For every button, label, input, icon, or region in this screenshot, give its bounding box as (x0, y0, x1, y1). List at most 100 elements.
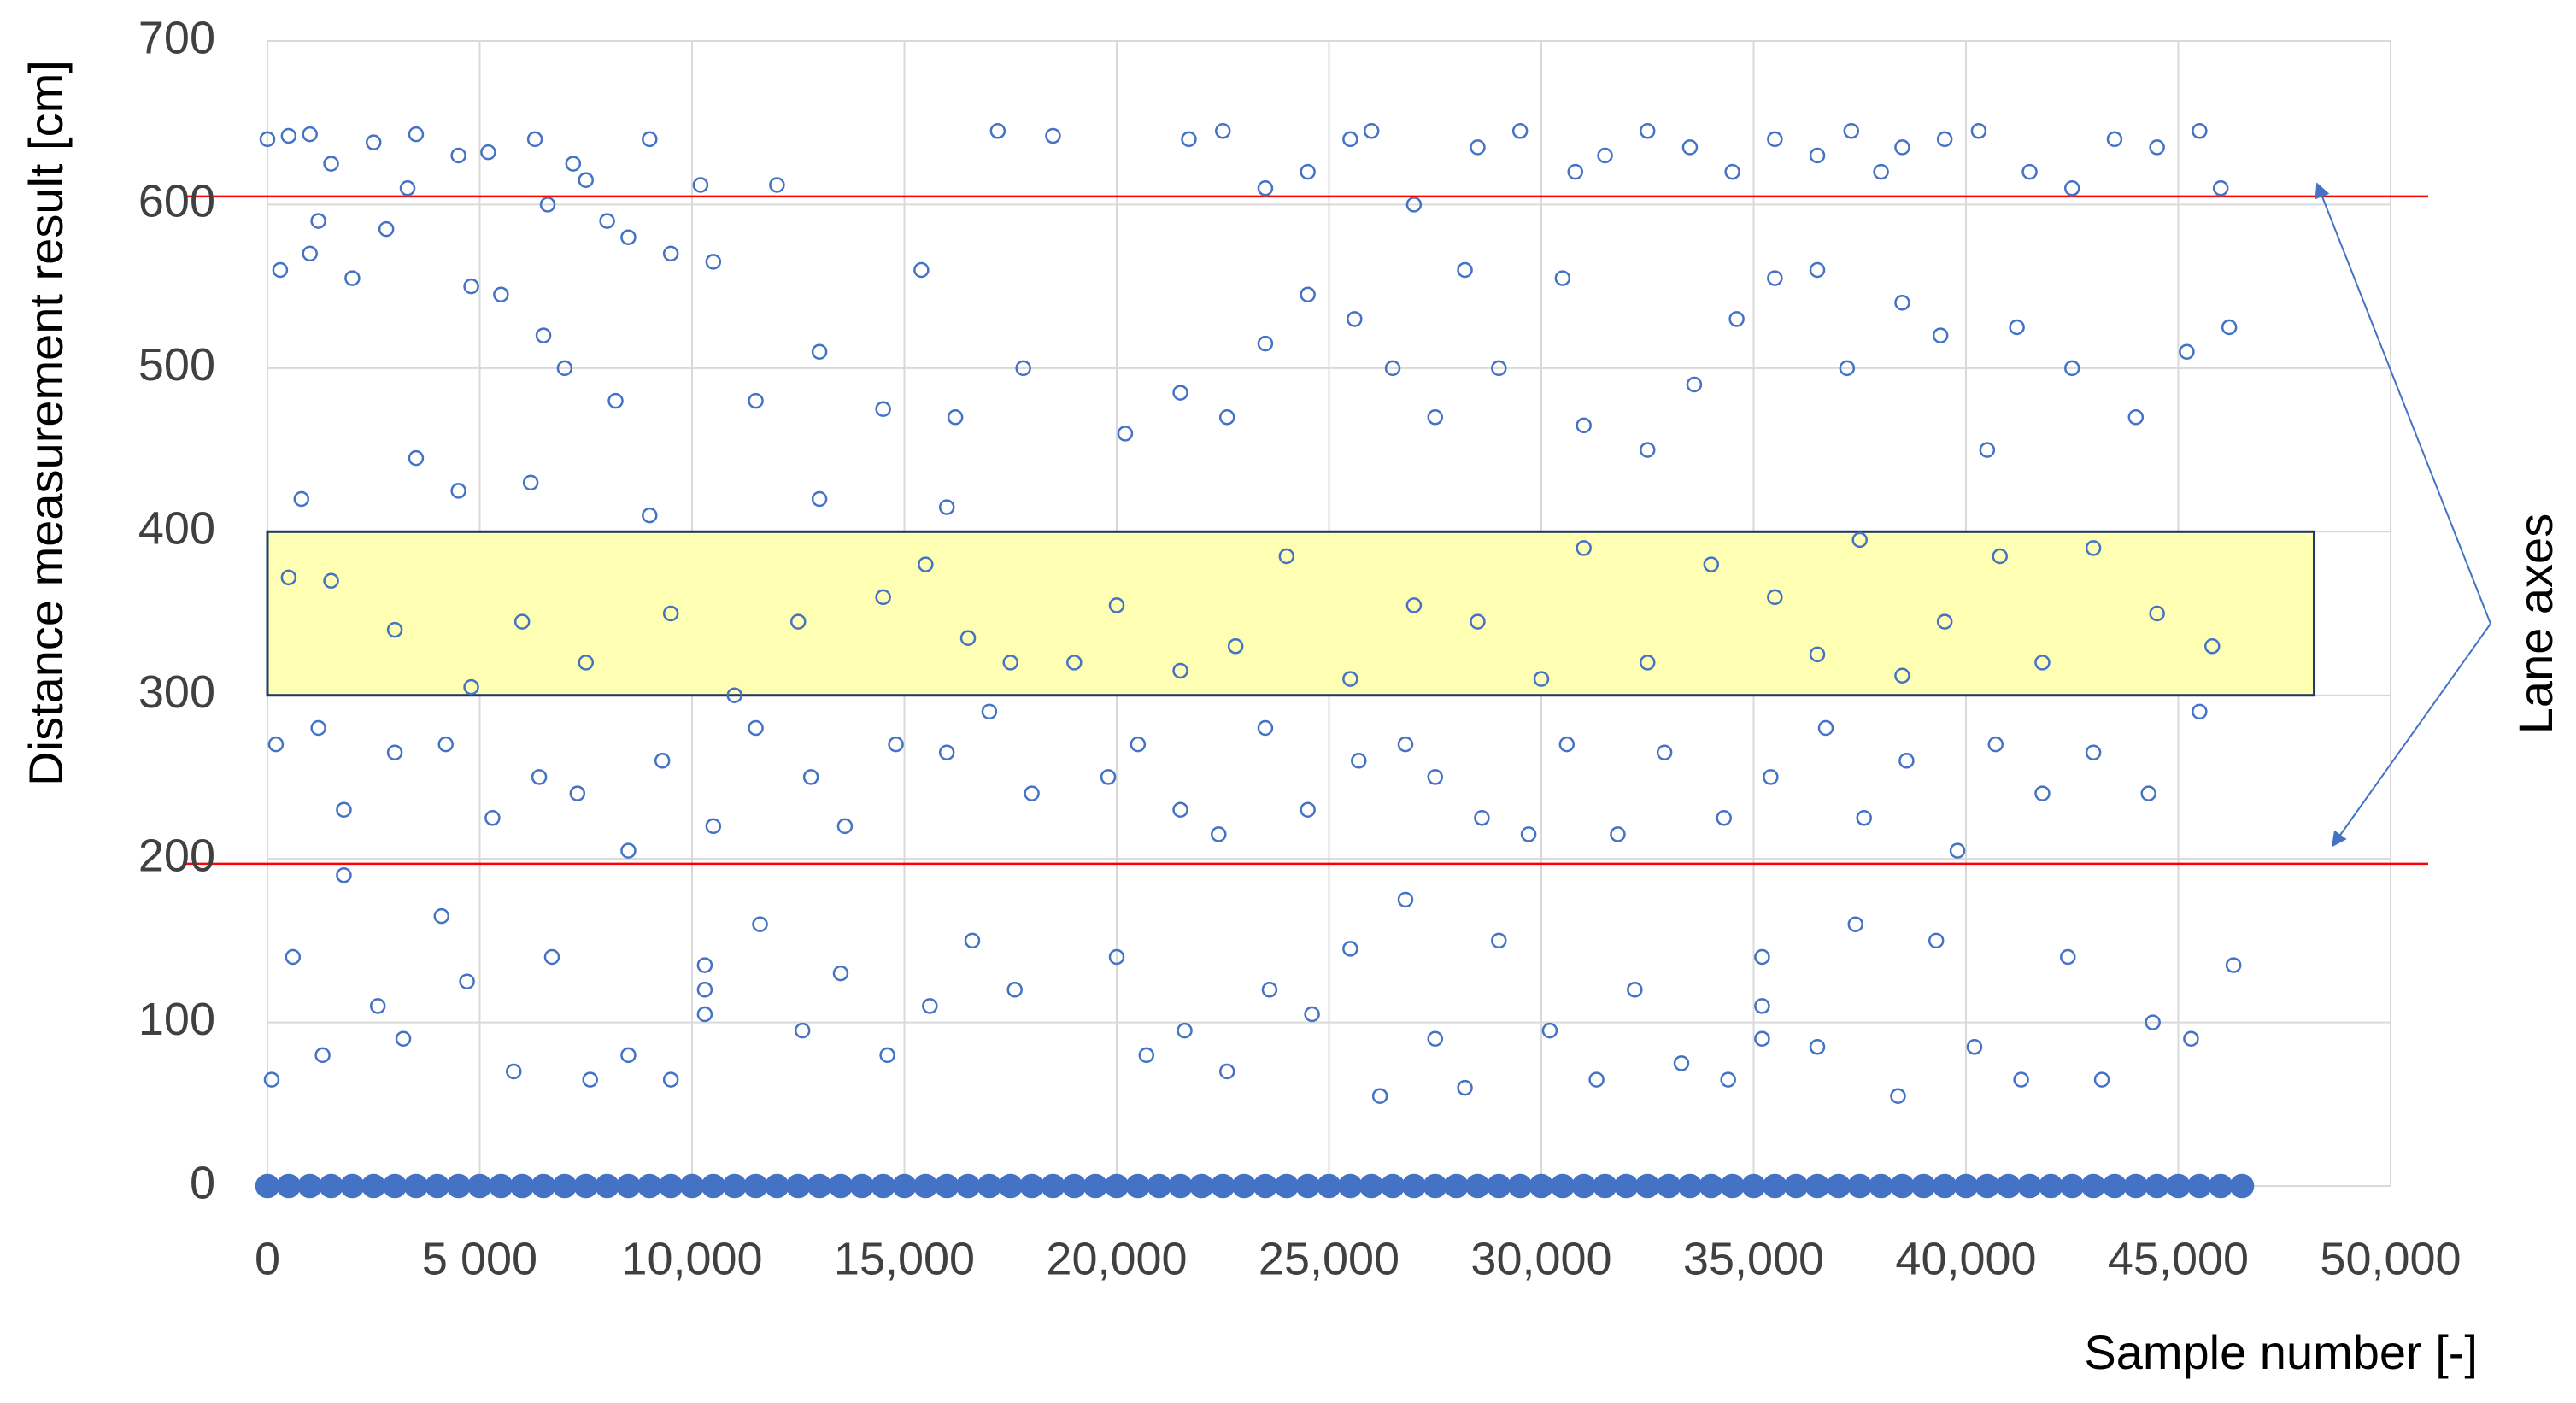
point (578, 655, 594, 671)
annotation-arrow (2315, 182, 2491, 625)
point (616, 1173, 641, 1199)
x-tick-label: 5 000 (422, 1233, 537, 1284)
point (2009, 319, 2025, 336)
point (1257, 335, 1274, 352)
point (369, 998, 386, 1014)
x-tick-label: 35,000 (1683, 1233, 1824, 1284)
x-tick-label: 50,000 (2320, 1233, 2461, 1284)
point (977, 1173, 1002, 1199)
point (1423, 1173, 1447, 1199)
point (522, 474, 539, 491)
point (1614, 1173, 1639, 1199)
point (323, 156, 339, 172)
point (947, 409, 964, 426)
point (1189, 1173, 1214, 1199)
point (1211, 826, 1227, 842)
point (1300, 286, 1316, 302)
point (1218, 409, 1235, 426)
point (310, 213, 326, 229)
point (1656, 1173, 1681, 1199)
point (786, 1173, 811, 1199)
point (1002, 655, 1018, 671)
point (1062, 1173, 1087, 1199)
x-tick-label: 45,000 (2108, 1233, 2249, 1284)
point (463, 678, 479, 696)
point (1932, 1173, 1957, 1199)
y-tick-label: 200 (138, 830, 215, 881)
point (1172, 385, 1188, 401)
point (2080, 1173, 2106, 1199)
point (1610, 826, 1626, 842)
point (1970, 123, 1987, 139)
point (1253, 1173, 1278, 1199)
point (1358, 1173, 1384, 1199)
point (1809, 147, 1826, 164)
point (620, 229, 637, 245)
point (310, 719, 326, 737)
point (1529, 1173, 1554, 1199)
point (2013, 1071, 2029, 1088)
point (1894, 295, 1910, 311)
point (1754, 1030, 1770, 1047)
point (1487, 1173, 1511, 1199)
point (267, 736, 285, 753)
point (535, 327, 552, 343)
x-tick-label: 30,000 (1470, 1233, 1611, 1284)
point (2064, 180, 2080, 197)
point (2064, 360, 2080, 377)
point (1130, 736, 1147, 753)
point (565, 156, 582, 172)
point (1847, 916, 1864, 932)
point (1006, 982, 1023, 998)
point (637, 1173, 662, 1199)
annotation-arrow (2331, 623, 2491, 848)
point (2085, 744, 2102, 760)
point (955, 1173, 981, 1199)
point (2106, 131, 2123, 148)
point (769, 177, 785, 193)
y-axis-title: Distance measurement result [cm] (19, 60, 73, 786)
labels: 0 100 200 300 400 500 600 700 0 5 000 10,000 15,000… (138, 12, 2462, 1284)
point (1470, 613, 1486, 630)
point (1558, 736, 1576, 753)
point (938, 499, 955, 515)
point (1635, 1173, 1660, 1199)
point (679, 1173, 705, 1199)
point (2123, 1173, 2149, 1199)
point (1177, 1022, 1193, 1039)
point (748, 392, 764, 409)
point (1138, 1047, 1155, 1064)
point (1261, 982, 1278, 998)
x-tick-label: 15,000 (834, 1233, 975, 1284)
point (1593, 1173, 1617, 1199)
point (1932, 327, 1949, 343)
point (938, 744, 955, 760)
point (386, 744, 403, 760)
point (696, 957, 713, 973)
point (1541, 1022, 1558, 1039)
point (1300, 801, 1316, 818)
point (1041, 1173, 1065, 1199)
point (1427, 409, 1443, 426)
point (493, 286, 509, 302)
point (280, 569, 297, 586)
point (2085, 540, 2102, 556)
point (2225, 957, 2242, 973)
point (2187, 1173, 2212, 1199)
point (1728, 311, 1745, 327)
point (1809, 1039, 1826, 1055)
point (1550, 1173, 1576, 1199)
point (450, 147, 466, 164)
point (1227, 638, 1244, 655)
point (336, 801, 352, 818)
point (1371, 1088, 1388, 1104)
point (1024, 785, 1040, 801)
point (1342, 671, 1358, 687)
point (620, 1047, 637, 1064)
point (2221, 319, 2238, 336)
point (1231, 1173, 1257, 1199)
point (1384, 360, 1401, 377)
point (1716, 810, 1732, 826)
point (811, 343, 828, 360)
